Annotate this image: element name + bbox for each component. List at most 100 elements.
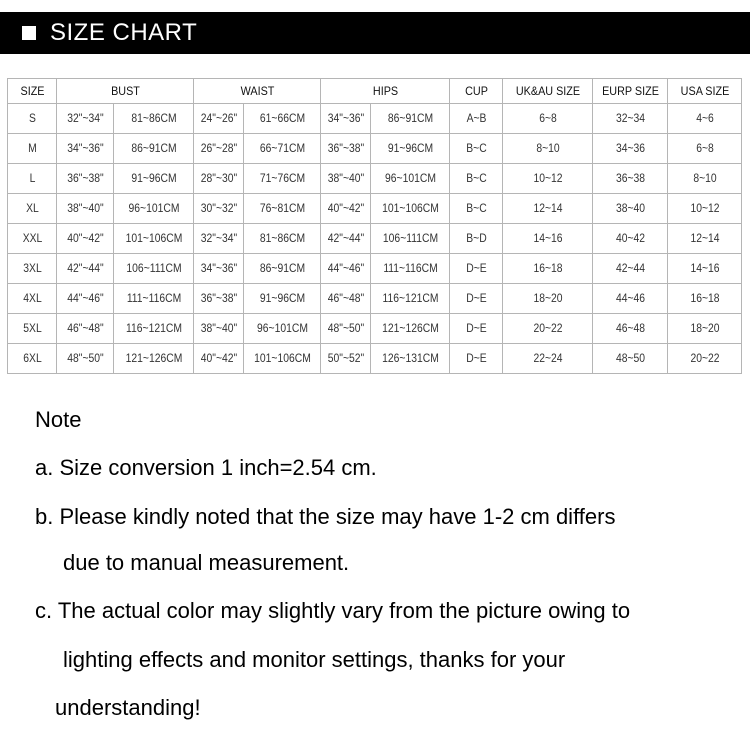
table-cell: 40~42 [595, 223, 665, 254]
note-line: c. The actual color may slightly vary fr… [35, 598, 631, 623]
note-line: due to manual measurement. [63, 550, 350, 575]
size-label-cell: L [9, 163, 55, 194]
notes-heading: Note [35, 407, 82, 432]
table-cell: 111~116CM [117, 283, 190, 314]
page-title: SIZE CHART [50, 19, 198, 46]
table-cell: D~E [451, 253, 501, 284]
table-header-row: SIZE BUST WAIST HIPS CUP UK&AU SIZE EURP SIZE U… [8, 78, 742, 104]
table-cell: 12~14 [506, 193, 589, 224]
column-header: CUP [451, 78, 501, 104]
table-cell: 91~96CM [374, 133, 447, 164]
table-cell: 34~36 [595, 133, 665, 164]
table-cell: 14~16 [506, 223, 589, 254]
size-label-cell: M [9, 133, 55, 164]
table-cell: 16~18 [506, 253, 589, 284]
table-cell: 38"~40" [195, 313, 242, 344]
table-cell: 8~10 [506, 133, 589, 164]
size-label-cell: 6XL [9, 343, 55, 374]
note-line: b. Please kindly noted that the size may… [35, 504, 616, 529]
table-cell: 42"~44" [322, 223, 369, 254]
table-cell: 10~12 [506, 163, 589, 194]
table-cell: 96~101CM [246, 313, 318, 344]
table-cell: 86~91CM [117, 133, 190, 164]
size-label-cell: 4XL [9, 283, 55, 314]
table-cell: 18~20 [506, 283, 589, 314]
size-label-cell: 3XL [9, 253, 55, 284]
table-cell: 101~106CM [374, 193, 447, 224]
table-cell: 26"~28" [195, 133, 242, 164]
table-cell: 40"~42" [58, 223, 112, 254]
table-cell: 76~81CM [246, 193, 318, 224]
table-cell: 6~8 [670, 133, 739, 164]
table-cell: 8~10 [670, 163, 739, 194]
table-cell: 46"~48" [322, 283, 369, 314]
table-cell: 101~106CM [246, 343, 318, 374]
table-cell: 32"~34" [58, 103, 112, 134]
size-label-cell: S [9, 103, 55, 134]
table-cell: 4~6 [670, 103, 739, 134]
table-cell: D~E [451, 283, 501, 314]
table-cell: 126~131CM [374, 343, 447, 374]
table-cell: 40"~42" [195, 343, 242, 374]
table-cell: 116~121CM [117, 313, 190, 344]
table-cell: 48~50 [595, 343, 665, 374]
column-header: HIPS [326, 78, 444, 104]
column-header: WAIST [199, 78, 315, 104]
table-cell: 40"~42" [322, 193, 369, 224]
table-cell: 42~44 [595, 253, 665, 284]
table-cell: 81~86CM [117, 103, 190, 134]
table-cell: 22~24 [506, 343, 589, 374]
table-cell: 20~22 [670, 343, 739, 374]
table-cell: 106~111CM [117, 253, 190, 284]
table-cell: 18~20 [670, 313, 739, 344]
table-cell: 96~101CM [374, 163, 447, 194]
table-cell: 36"~38" [58, 163, 112, 194]
table-cell: 86~91CM [374, 103, 447, 134]
table-row: 5XL 46"~48" 116~121CM 38"~40" 96~101CM 48"~50… [8, 313, 742, 344]
note-line: understanding! [55, 695, 201, 720]
table-cell: B~C [451, 133, 501, 164]
table-cell: 101~106CM [117, 223, 190, 254]
table-cell: B~C [451, 163, 501, 194]
table-cell: 10~12 [670, 193, 739, 224]
table-cell: 14~16 [670, 253, 739, 284]
note-line: lighting effects and monitor settings, t… [63, 647, 566, 672]
table-cell: 38"~40" [58, 193, 112, 224]
table-cell: 16~18 [670, 283, 739, 314]
column-header: USA SIZE [670, 78, 739, 104]
table-cell: B~C [451, 193, 501, 224]
table-cell: 50"~52" [322, 343, 369, 374]
table-cell: D~E [451, 313, 501, 344]
table-cell: 106~111CM [374, 223, 447, 254]
table-row: M 34"~36" 86~91CM 26"~28" 66~71CM 36"~38" 91~9… [8, 133, 742, 164]
table-row: 3XL 42"~44" 106~111CM 34"~36" 86~91CM 44"~46"… [8, 253, 742, 284]
table-row: 4XL 44"~46" 111~116CM 36"~38" 91~96CM 46"~48"… [8, 283, 742, 314]
table-cell: 42"~44" [58, 253, 112, 284]
table-cell: 38~40 [595, 193, 665, 224]
table-row: 6XL 48"~50" 121~126CM 40"~42" 101~106CM 50"~5… [8, 343, 742, 374]
title-bar: SIZE CHART [0, 12, 750, 54]
table-cell: 46~48 [595, 313, 665, 344]
table-cell: 32"~34" [195, 223, 242, 254]
square-bullet-icon [22, 26, 36, 40]
table-cell: 44~46 [595, 283, 665, 314]
table-cell: 91~96CM [117, 163, 190, 194]
table-row: XXL 40"~42" 101~106CM 32"~34" 81~86CM 42"~44"… [8, 223, 742, 254]
table-cell: 30"~32" [195, 193, 242, 224]
table-row: L 36"~38" 91~96CM 28"~30" 71~76CM 38"~40" 96~1… [8, 163, 742, 194]
table-cell: 24"~26" [195, 103, 242, 134]
column-header: EURP SIZE [595, 78, 665, 104]
table-cell: 48"~50" [322, 313, 369, 344]
size-chart-table: SIZE BUST WAIST HIPS CUP UK&AU SIZE EURP SIZE U… [7, 78, 743, 374]
note-line: a. Size conversion 1 inch=2.54 cm. [35, 455, 377, 480]
table-cell: 44"~46" [322, 253, 369, 284]
table-cell: 34"~36" [322, 103, 369, 134]
table-cell: 36"~38" [322, 133, 369, 164]
table-cell: 32~34 [595, 103, 665, 134]
table-cell: 91~96CM [246, 283, 318, 314]
table-cell: 116~121CM [374, 283, 447, 314]
table-cell: D~E [451, 343, 501, 374]
table-cell: 71~76CM [246, 163, 318, 194]
table-cell: 6~8 [506, 103, 589, 134]
table-cell: 28"~30" [195, 163, 242, 194]
